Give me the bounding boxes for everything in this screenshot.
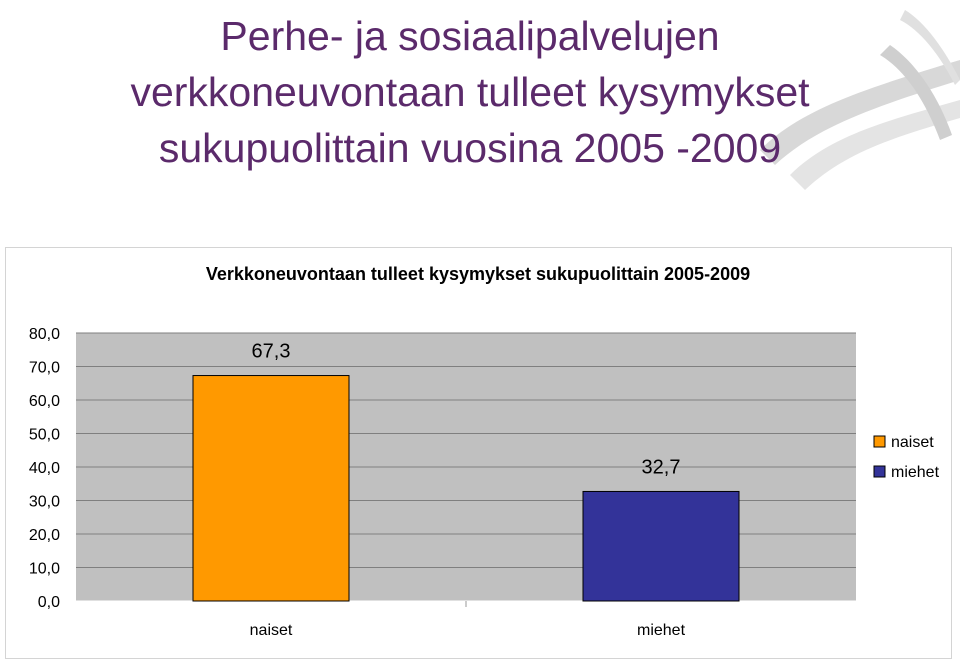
y-tick-label: 80,0 — [29, 326, 60, 343]
x-tick-label-naiset: naiset — [250, 622, 293, 639]
legend: naiset miehet — [873, 434, 940, 481]
y-tick-label: 40,0 — [29, 460, 60, 477]
legend-label-miehet: miehet — [891, 464, 940, 481]
legend-swatch-miehet — [873, 465, 886, 478]
bar-chart: Verkkoneuvontaan tulleet kysymykset suku… — [29, 264, 940, 639]
bar-naiset — [192, 375, 350, 602]
data-label-naiset: 67,3 — [252, 341, 291, 363]
y-tick-label: 50,0 — [29, 427, 60, 444]
y-tick-label: 70,0 — [29, 360, 60, 377]
y-tick-label: 20,0 — [29, 527, 60, 544]
data-label-miehet: 32,7 — [642, 456, 681, 478]
bars: 67,3 32,7 — [192, 341, 740, 602]
x-axis: naiset miehet — [250, 601, 686, 639]
legend-label-naiset: naiset — [891, 434, 934, 451]
y-axis: 0,0 10,0 20,0 30,0 40,0 50,0 60,0 70,0 80,0 — [29, 326, 60, 611]
bar-miehet — [582, 490, 740, 602]
y-tick-label: 30,0 — [29, 494, 60, 511]
legend-swatch-naiset — [873, 435, 886, 448]
slide-title-line-1: Perhe- ja sosiaalipalvelujen — [220, 13, 720, 59]
slide-title: Perhe- ja sosiaalipalvelujen verkkoneuvo… — [40, 8, 900, 176]
y-tick-label: 10,0 — [29, 561, 60, 578]
x-tick-label-miehet: miehet — [637, 622, 686, 639]
ribbon-decoration — [760, 10, 960, 190]
y-tick-label: 0,0 — [38, 594, 60, 611]
y-tick-label: 60,0 — [29, 393, 60, 410]
slide-title-line-2: verkkoneuvontaan tulleet kysymykset — [130, 69, 810, 115]
chart-title: Verkkoneuvontaan tulleet kysymykset suku… — [206, 264, 750, 284]
slide-title-line-3: sukupuolittain vuosina 2005 -2009 — [158, 125, 782, 171]
chart-area: Verkkoneuvontaan tulleet kysymykset suku… — [5, 247, 952, 659]
